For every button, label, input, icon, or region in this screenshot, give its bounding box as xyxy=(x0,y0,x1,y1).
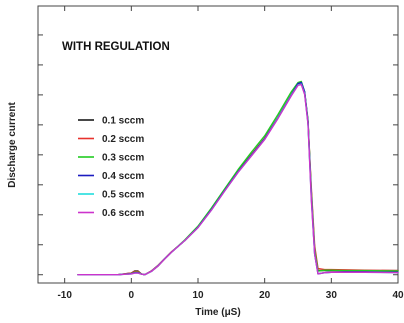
legend-label-2: 0.3 sccm xyxy=(102,153,144,164)
legend: 0.1 sccm 0.2 sccm 0.3 sccm 0.4 sccm 0.5 sccm… xyxy=(78,116,144,219)
x-tick-label-3: 20 xyxy=(259,290,271,301)
plot-frame xyxy=(37,5,399,284)
y-axis-ticks xyxy=(38,34,398,276)
x-tick-label-2: 10 xyxy=(192,290,204,301)
x-tick-label-5: 40 xyxy=(392,290,404,301)
legend-label-4: 0.5 sccm xyxy=(102,190,144,201)
legend-label-1: 0.2 sccm xyxy=(102,134,144,145)
series-line-5 xyxy=(77,83,399,276)
x-tick-label-1: 0 xyxy=(129,290,135,301)
x-tick-label-4: 30 xyxy=(326,290,338,301)
legend-label-5: 0.6 sccm xyxy=(102,208,144,219)
legend-label-3: 0.4 sccm xyxy=(102,171,144,182)
chart-annotation: WITH REGULATION xyxy=(62,41,170,53)
x-axis-title: Time (μS) xyxy=(195,307,240,318)
series-lines xyxy=(77,80,399,276)
legend-label-0: 0.1 sccm xyxy=(102,116,144,127)
x-tick-label-0: -10 xyxy=(57,290,72,301)
x-axis-ticks: -10 0 10 20 30 40 xyxy=(57,6,404,301)
y-axis-title: Discharge current xyxy=(7,102,18,188)
